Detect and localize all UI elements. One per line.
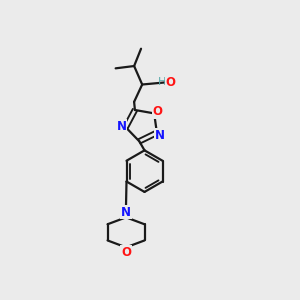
Text: N: N (155, 129, 165, 142)
Text: O: O (153, 105, 163, 118)
Text: N: N (117, 120, 127, 133)
Text: N: N (121, 206, 131, 219)
Text: H: H (158, 77, 166, 87)
Text: O: O (121, 246, 131, 259)
Text: O: O (165, 76, 176, 89)
